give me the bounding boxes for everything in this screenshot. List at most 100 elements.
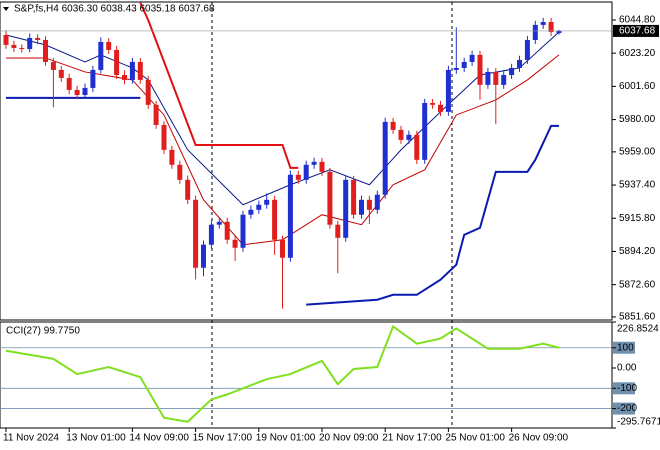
menu-arrow bbox=[3, 7, 9, 11]
candle-body bbox=[390, 121, 396, 130]
candle-body bbox=[208, 224, 214, 245]
current-price-label: 6037.68 bbox=[619, 26, 656, 37]
y-tick-label: 226.8524 bbox=[617, 324, 659, 335]
candle-body bbox=[161, 124, 167, 150]
candle-body bbox=[193, 199, 199, 268]
candle-body bbox=[493, 71, 499, 85]
y-tick-label: -200 bbox=[617, 403, 637, 414]
candle-body bbox=[27, 37, 33, 50]
x-tick-label: 20 Nov 09:00 bbox=[319, 433, 379, 444]
y-tick-label: 5851.60 bbox=[619, 312, 656, 323]
x-tick-label: 14 Nov 09:00 bbox=[129, 433, 189, 444]
candle-body bbox=[477, 54, 483, 85]
candle-body bbox=[35, 37, 41, 40]
level-box bbox=[613, 402, 635, 415]
x-tick-label: 26 Nov 09:00 bbox=[509, 433, 569, 444]
candle-body bbox=[438, 104, 443, 112]
indicator-line bbox=[5, 324, 560, 423]
level-box bbox=[613, 382, 635, 395]
candle-body bbox=[114, 49, 120, 76]
candle-body bbox=[445, 69, 451, 112]
candle-body bbox=[556, 30, 562, 34]
candle-body bbox=[359, 199, 364, 215]
x-tick-label: 19 Nov 01:00 bbox=[256, 433, 316, 444]
level-box bbox=[613, 341, 635, 354]
y-tick-label: 5959.00 bbox=[619, 146, 656, 157]
candle-body bbox=[264, 199, 270, 205]
candle-body bbox=[19, 47, 25, 50]
candle-body bbox=[414, 134, 420, 160]
candle-body bbox=[398, 129, 404, 140]
y-tick-label: 5937.40 bbox=[619, 180, 656, 191]
cci-frame bbox=[0, 321, 613, 429]
candle-body bbox=[524, 39, 530, 60]
indicator-line bbox=[306, 124, 559, 306]
candle-body bbox=[461, 61, 467, 68]
candle-body bbox=[11, 44, 17, 48]
candle-body bbox=[240, 214, 246, 248]
candle-body bbox=[256, 204, 262, 210]
candle-body bbox=[311, 161, 317, 165]
x-tick-label: 25 Nov 01:00 bbox=[445, 433, 505, 444]
candle-body bbox=[335, 224, 341, 238]
candle-body bbox=[453, 67, 459, 70]
candle-body bbox=[351, 179, 357, 215]
candle-body bbox=[58, 69, 64, 78]
y-tick-label: 5980.00 bbox=[619, 114, 656, 125]
y-tick-label: 6023.20 bbox=[619, 48, 656, 59]
candle-body bbox=[272, 199, 278, 240]
y-tick-label: -295.7671 bbox=[617, 417, 660, 428]
candle-body bbox=[295, 174, 301, 180]
cci-title: CCI(27) 99.7750 bbox=[6, 326, 80, 337]
candle-body bbox=[382, 121, 388, 195]
main-frame bbox=[0, 1, 613, 321]
candle-body bbox=[280, 239, 285, 258]
candle-body bbox=[82, 87, 88, 95]
indicator-line bbox=[139, 2, 299, 169]
indicator-line bbox=[5, 31, 560, 206]
candle-body bbox=[327, 171, 333, 225]
candle-body bbox=[287, 174, 293, 258]
candle-body bbox=[129, 61, 135, 80]
candle-body bbox=[532, 24, 538, 40]
candle-body bbox=[374, 194, 380, 210]
candle-body bbox=[137, 61, 143, 80]
candle-body bbox=[509, 67, 515, 76]
candle-body bbox=[98, 41, 104, 70]
axes: 6044.80 6023.20 6001.60 5980.00 5959.00 5937.… bbox=[3, 15, 660, 444]
main-plot bbox=[0, 2, 612, 309]
candle-body bbox=[469, 54, 475, 62]
y-tick-label: 100 bbox=[617, 342, 634, 353]
candle-body bbox=[540, 21, 546, 25]
candle-body bbox=[177, 164, 183, 180]
y-tick-label: 5872.60 bbox=[619, 279, 656, 290]
candle-body bbox=[517, 59, 522, 68]
candle-body bbox=[343, 179, 349, 238]
candle-body bbox=[66, 77, 72, 90]
candle-body bbox=[216, 221, 222, 225]
y-tick-label: 5915.80 bbox=[619, 213, 656, 224]
candle-body bbox=[430, 102, 436, 105]
candle-body bbox=[303, 164, 309, 180]
y-tick-label: 5894.20 bbox=[619, 246, 656, 257]
candle-body bbox=[232, 239, 238, 248]
candle-body bbox=[3, 35, 9, 45]
candle-body bbox=[185, 179, 191, 200]
candle-body bbox=[406, 134, 412, 140]
candle-body bbox=[122, 75, 127, 80]
candle-body bbox=[319, 161, 325, 172]
y-tick-label: 6001.60 bbox=[619, 81, 656, 92]
candle-body bbox=[74, 89, 80, 95]
indicator-line bbox=[6, 54, 560, 246]
candle-body bbox=[366, 199, 372, 210]
candle-body bbox=[153, 104, 159, 125]
y-tick-label: -100 bbox=[617, 383, 637, 394]
x-tick-label: 13 Nov 01:00 bbox=[66, 433, 126, 444]
candle-body bbox=[169, 149, 175, 165]
y-tick-label: 6044.80 bbox=[619, 15, 656, 26]
candle-body bbox=[106, 41, 112, 50]
x-tick-label: 11 Nov 2024 bbox=[3, 433, 59, 444]
candle-body bbox=[224, 221, 230, 240]
candle-body bbox=[422, 102, 428, 160]
